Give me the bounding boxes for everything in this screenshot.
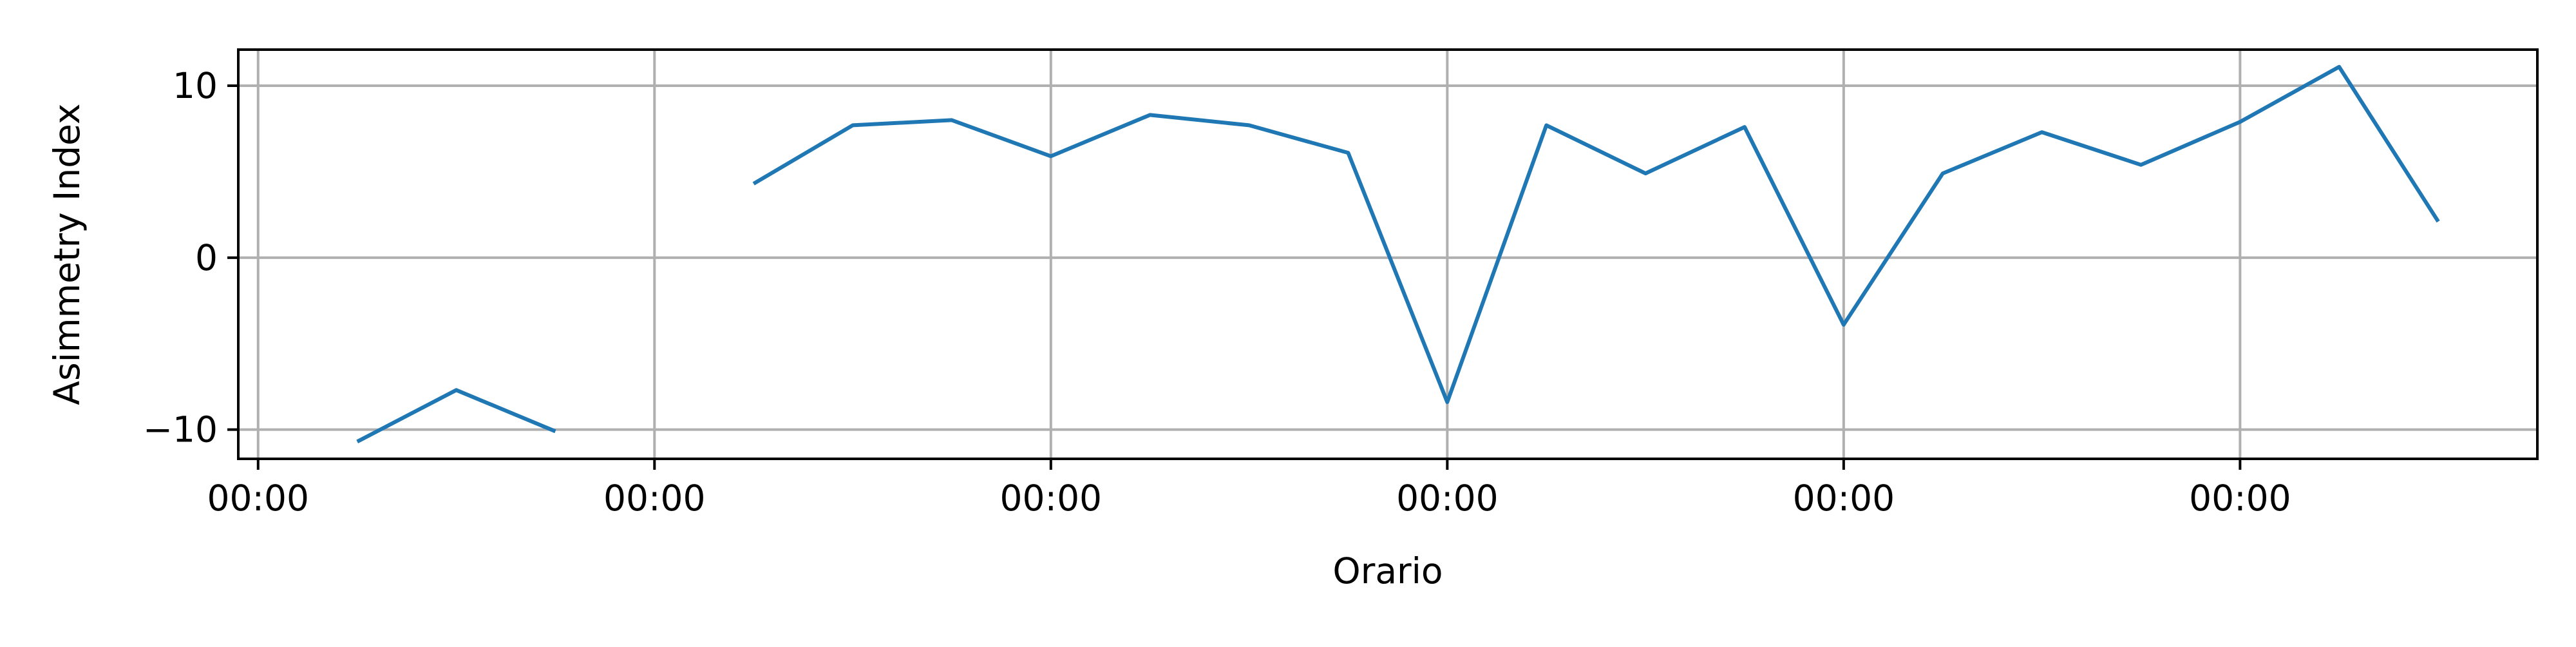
series-layer xyxy=(356,64,2440,443)
x-tick-label: 00:00 xyxy=(1396,478,1499,519)
grid xyxy=(238,50,2537,459)
data-point xyxy=(1447,401,1448,402)
ticks: 00:00 00:00 00:00 00:00 00:00 00:00 −10 0 10 xyxy=(143,65,2291,519)
data-point xyxy=(951,120,952,121)
data-point xyxy=(1050,156,1051,157)
data-point xyxy=(1744,127,1745,128)
y-tick-label: 0 xyxy=(195,237,218,278)
x-axis-title: Orario xyxy=(1332,550,1443,592)
series-line-segment xyxy=(752,64,2440,404)
plot-frame xyxy=(237,48,2539,460)
x-tick-label: 00:00 xyxy=(603,478,706,519)
data-point xyxy=(2041,132,2042,133)
x-tick-label: 00:00 xyxy=(1793,478,1895,519)
y-tick-label: −10 xyxy=(143,409,218,450)
data-point xyxy=(2438,221,2439,222)
y-axis-title: Asimmetry Index xyxy=(46,103,88,405)
y-tick-label: 10 xyxy=(173,65,218,106)
data-point xyxy=(1942,173,1943,174)
data-point xyxy=(456,390,457,391)
x-tick-label: 00:00 xyxy=(2189,478,2291,519)
x-tick-label: 00:00 xyxy=(1000,478,1103,519)
series-line-segment xyxy=(356,388,556,443)
data-point xyxy=(1645,173,1646,174)
data-point xyxy=(1546,125,1547,126)
data-point xyxy=(555,431,556,432)
data-point xyxy=(2339,66,2340,67)
x-tick-label: 00:00 xyxy=(207,478,310,519)
data-point xyxy=(1843,324,1844,325)
